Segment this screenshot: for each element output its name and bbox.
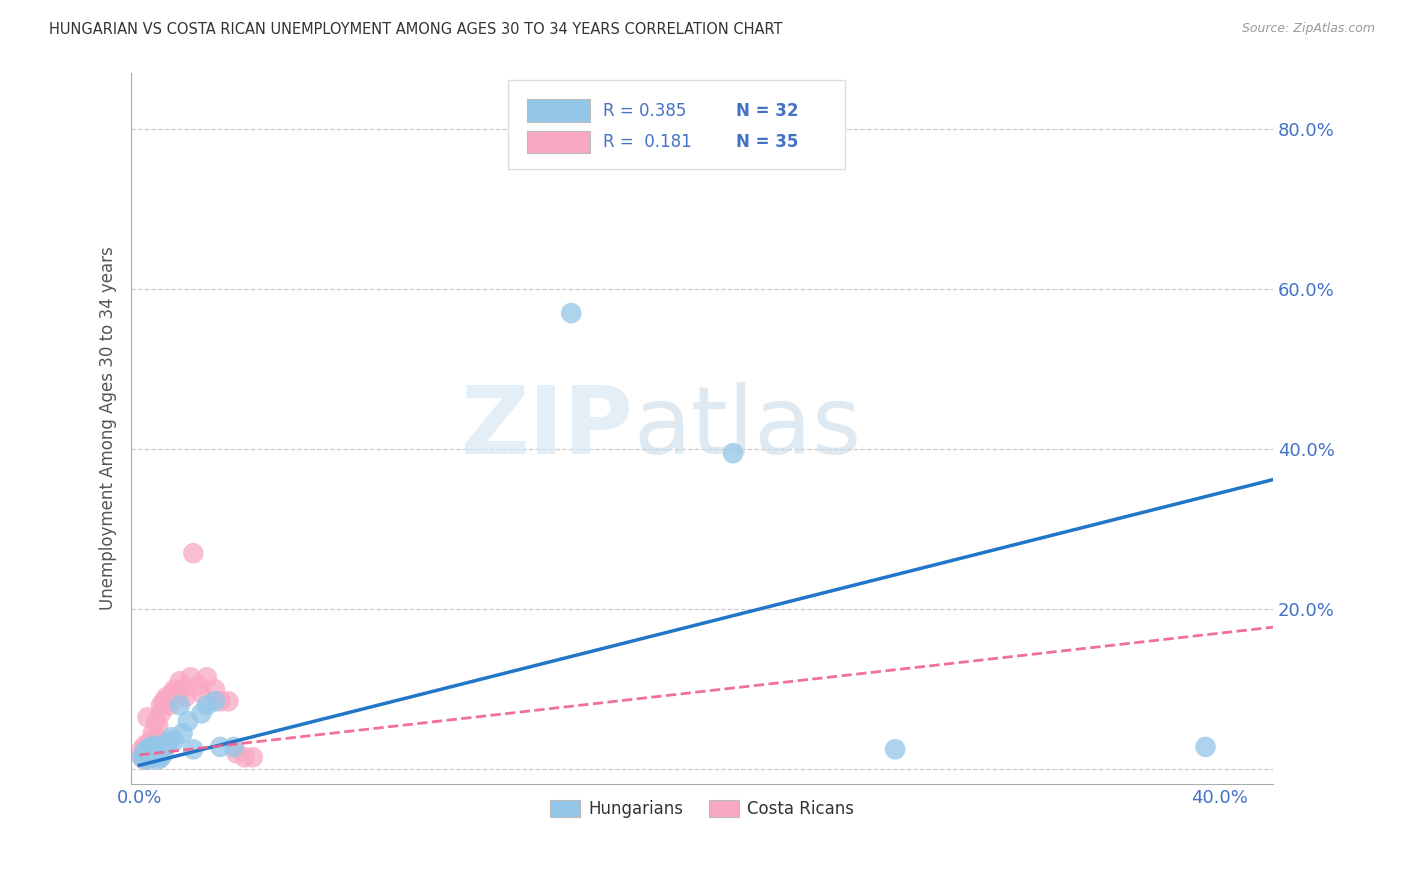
Point <box>136 710 159 724</box>
Point <box>134 747 156 762</box>
Text: atlas: atlas <box>634 383 862 475</box>
Point <box>204 694 226 708</box>
Point <box>134 739 156 753</box>
Point <box>1194 739 1216 754</box>
Point <box>155 739 177 753</box>
Point <box>225 747 247 761</box>
Point <box>152 747 174 761</box>
Point <box>217 694 239 708</box>
Point <box>183 546 205 560</box>
Text: R = 0.385: R = 0.385 <box>603 102 686 120</box>
Bar <box>527 99 591 122</box>
Point <box>157 734 180 748</box>
Point <box>172 726 194 740</box>
Point <box>174 690 197 705</box>
Point <box>209 694 232 708</box>
Text: N = 32: N = 32 <box>737 102 799 120</box>
Point <box>163 734 186 748</box>
Point <box>560 306 582 320</box>
Point <box>148 753 170 767</box>
Point <box>155 690 177 705</box>
Point <box>139 747 162 761</box>
Point <box>177 714 200 729</box>
Point <box>134 745 156 759</box>
Point <box>139 742 162 756</box>
Text: N = 35: N = 35 <box>737 133 799 151</box>
Point <box>233 750 256 764</box>
Point <box>145 747 167 762</box>
Point <box>195 698 218 713</box>
Point <box>136 747 159 761</box>
Point <box>149 750 172 764</box>
Point <box>209 739 232 754</box>
Point <box>152 694 174 708</box>
Point <box>139 734 162 748</box>
Point <box>195 670 218 684</box>
Point <box>172 682 194 697</box>
Point <box>142 726 165 740</box>
Text: ZIP: ZIP <box>461 383 634 475</box>
Bar <box>527 130 591 153</box>
Point <box>169 674 191 689</box>
Point <box>131 742 153 756</box>
Point <box>142 745 165 759</box>
Point <box>157 698 180 713</box>
FancyBboxPatch shape <box>508 80 845 169</box>
Point <box>160 731 183 745</box>
Y-axis label: Unemployment Among Ages 30 to 34 years: Unemployment Among Ages 30 to 34 years <box>100 246 117 610</box>
Point <box>163 682 186 697</box>
Point <box>142 750 165 764</box>
Point <box>145 714 167 729</box>
Point <box>160 686 183 700</box>
Point <box>149 706 172 721</box>
Text: R =  0.181: R = 0.181 <box>603 133 692 151</box>
Point <box>134 753 156 767</box>
Point <box>183 742 205 756</box>
Point <box>136 742 159 756</box>
Point <box>721 446 744 460</box>
Point <box>148 742 170 756</box>
Point <box>145 731 167 745</box>
Point <box>131 750 153 764</box>
Point <box>149 698 172 713</box>
Point <box>242 750 264 764</box>
Point <box>131 750 153 764</box>
Point <box>190 686 212 700</box>
Point <box>166 686 188 700</box>
Point <box>204 682 226 697</box>
Point <box>145 739 167 753</box>
Point <box>222 739 245 754</box>
Text: Source: ZipAtlas.com: Source: ZipAtlas.com <box>1241 22 1375 36</box>
Point <box>190 706 212 721</box>
Point <box>142 739 165 753</box>
Point <box>136 753 159 767</box>
Text: HUNGARIAN VS COSTA RICAN UNEMPLOYMENT AMONG AGES 30 TO 34 YEARS CORRELATION CHAR: HUNGARIAN VS COSTA RICAN UNEMPLOYMENT AM… <box>49 22 783 37</box>
Point <box>884 742 907 756</box>
Point <box>187 678 209 692</box>
Legend: Hungarians, Costa Ricans: Hungarians, Costa Ricans <box>544 794 860 825</box>
Point <box>139 739 162 754</box>
Point <box>169 698 191 713</box>
Point <box>148 718 170 732</box>
Point <box>180 670 202 684</box>
